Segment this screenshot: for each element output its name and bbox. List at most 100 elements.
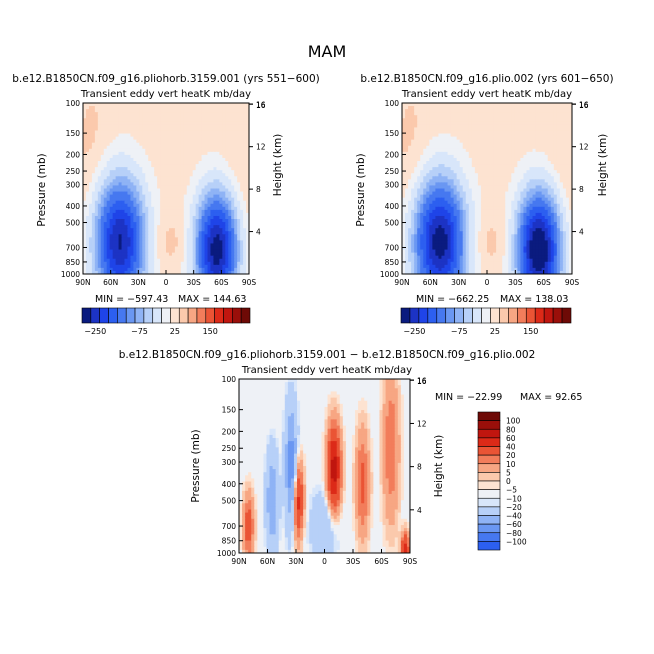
contour-cell [405,154,409,159]
contour-cell [198,106,203,110]
contour-cell [121,243,126,248]
contour-cell [565,154,570,159]
contour-cell [490,167,494,171]
contour-cell [94,228,99,232]
contour-cell [505,182,509,187]
contour-cell [462,197,467,202]
contour-cell [559,191,564,196]
contour-cell [133,261,137,266]
contour-cell [222,106,226,110]
contour-cell [417,139,421,144]
contour-cell [148,124,152,129]
contour-cell [562,191,567,196]
contour-cell [142,249,146,254]
contour-cell [139,243,143,248]
contour-cell [426,124,430,129]
contour-cell [532,121,537,125]
colorbar-swatch [161,307,171,324]
contour-cell [402,142,406,147]
contour-cell [535,191,540,196]
contour-cell [136,188,140,193]
contour-cell [115,115,120,119]
contour-cell [163,225,167,229]
contour-cell [163,170,167,174]
contour-cell [91,222,96,226]
contour-cell [502,106,506,110]
contour-cell [201,249,206,254]
contour-cell [213,176,217,180]
contour-cell [225,225,229,229]
contour-cell [207,176,212,180]
contour-cell [103,200,108,205]
contour-cell [198,203,203,208]
contour-cell [94,219,99,223]
contour-cell [553,185,558,190]
contour-cell [198,173,203,177]
contour-cell [210,240,215,245]
contour-cell [435,194,440,199]
contour-cell [520,109,525,113]
contour-cell [405,179,409,183]
contour-cell [130,197,134,202]
contour-cell [168,106,173,110]
contour-cell [97,133,102,138]
contour-cell [450,151,455,156]
contour-cell [210,209,215,214]
contour-cell [565,194,570,199]
contour-cell [124,136,129,141]
contour-cell [151,215,155,220]
contour-cell [118,252,123,257]
contour-cell [168,203,173,208]
contour-cell [429,142,433,147]
contour-cell [547,151,552,156]
contour-cell [477,154,482,159]
contour-cell [180,252,185,257]
contour-cell [420,194,424,199]
contour-cell [505,173,509,177]
contour-cell [505,157,509,162]
contour-cell [97,228,102,232]
contour-cell [166,176,170,180]
contour-cell [432,179,436,183]
contour-cell [511,121,515,125]
contour-cell [405,191,409,196]
contour-cell [228,231,232,235]
contour-cell [136,197,140,202]
contour-cell [168,258,173,263]
contour-cell [130,188,134,193]
contour-cell [189,228,194,232]
contour-cell [487,173,491,177]
contour-cell [118,130,123,135]
contour-cell [127,197,132,202]
contour-cell [228,264,232,269]
contour-cell [499,115,503,119]
contour-cell [417,188,421,193]
contour-cell [171,103,176,107]
contour-cell [145,133,149,138]
contour-cell [121,231,126,235]
panel-1: b.e12.B1850CN.f09_g16.pliohorb.3159.001 … [12,73,319,336]
contour-cell [204,109,209,113]
colorbar-swatch [178,307,189,324]
contour-cell [154,234,158,238]
contour-cell [112,182,117,187]
contour-cell [222,185,226,190]
contour-cell [121,246,126,251]
contour-cell [142,164,146,168]
contour-cell [559,112,564,116]
contour-cell [544,157,549,162]
contour-cell [225,148,229,153]
contour-cell [526,167,531,171]
contour-cell [124,258,129,263]
contour-cell [231,212,235,217]
contour-cell [85,270,90,274]
contour-cell [106,133,111,138]
contour-cell [127,234,132,238]
contour-cell [100,112,105,116]
contour-cell [145,109,149,113]
contour-cell [490,179,494,183]
contour-cell [142,161,146,165]
contour-cell [471,121,476,125]
contour-cell [420,176,424,180]
contour-cell [151,106,155,110]
